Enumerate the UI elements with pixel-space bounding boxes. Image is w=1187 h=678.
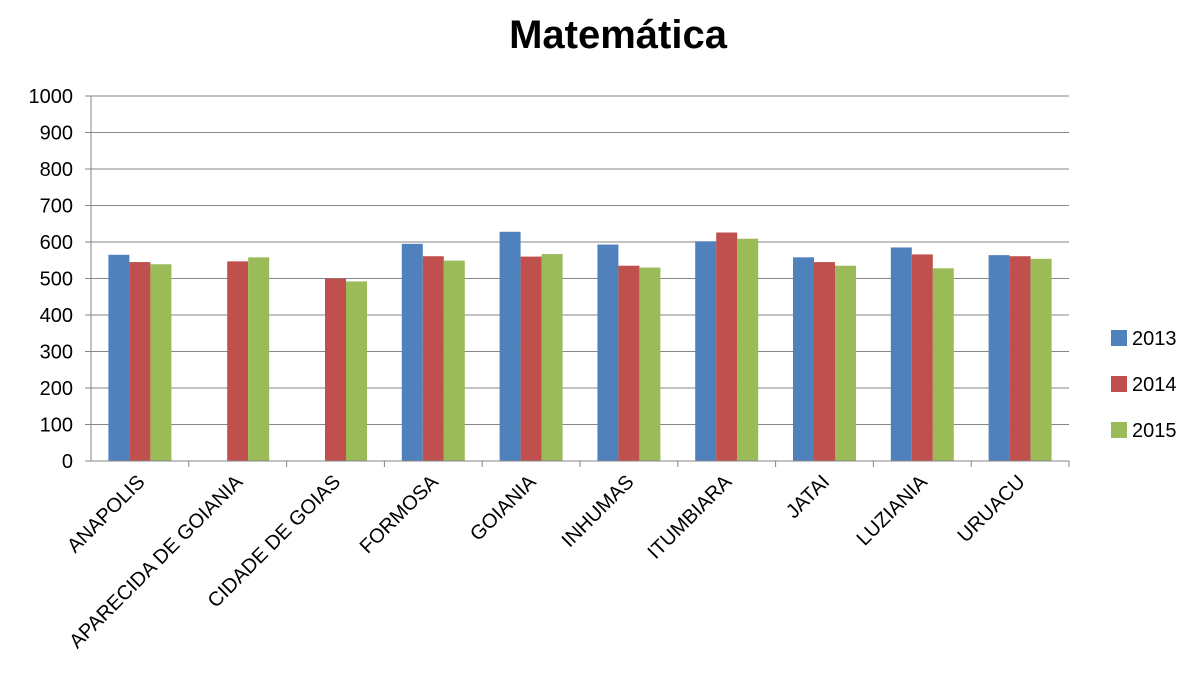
y-tick-label: 100 [40,415,73,437]
bar [1030,258,1052,461]
y-tick-label: 800 [40,159,73,181]
y-tick-label: 500 [40,269,73,291]
y-tick-label: 300 [40,342,73,364]
bar [129,262,151,461]
bar [793,257,814,461]
bar [695,241,717,461]
bar [422,256,444,461]
bar [835,265,856,461]
bar [150,264,172,461]
bar [737,238,759,461]
bar [325,278,346,461]
x-tick-label: GOIANIA [466,471,541,546]
bar [541,254,563,461]
x-tick-label: LUZIANIA [853,471,933,551]
bar [814,262,835,461]
legend-label: 2014 [1132,374,1177,396]
bar [597,244,619,461]
x-tick-label: ITUMBIARA [644,471,737,564]
bar [932,268,954,461]
bars [108,231,1052,461]
y-tick-label: 900 [40,123,73,145]
bar [716,232,738,461]
x-tick-label: INHUMAS [558,471,639,552]
legend-swatch [1111,376,1127,392]
y-tick-label: 0 [62,451,73,473]
bar [346,281,367,461]
bar [401,243,423,461]
y-tick-label: 700 [40,196,73,218]
x-tick-label: URUACU [954,471,1030,547]
x-tick-label: APARECIDA DE GOIANIA [65,471,247,653]
bar [248,257,270,461]
bar [618,265,640,461]
y-tick-label: 600 [40,232,73,254]
bar [520,256,542,461]
legend-swatch [1111,422,1127,438]
y-tick-label: 400 [40,305,73,327]
bar [911,254,933,461]
bar [108,254,130,461]
legend: 2013 2014 2015 [1111,328,1177,442]
y-tick-label: 1000 [29,86,74,108]
y-axis: 0 100 200 300 400 500 600 700 800 900 1000 [29,86,92,473]
x-tick-label: FORMOSA [356,471,444,559]
x-tick-label: JATAI [782,471,834,523]
bar [499,231,521,461]
y-tick-label: 200 [40,378,73,400]
bar [1009,256,1031,461]
bar [227,261,249,461]
legend-label: 2015 [1132,420,1177,442]
bar [639,267,661,461]
bar [890,247,912,461]
chart-title: Matemática [509,13,728,57]
bar [443,260,465,461]
legend-label: 2013 [1132,328,1177,350]
bar [988,255,1010,461]
legend-swatch [1111,330,1127,346]
x-tick-label: ANAPOLIS [63,471,149,557]
